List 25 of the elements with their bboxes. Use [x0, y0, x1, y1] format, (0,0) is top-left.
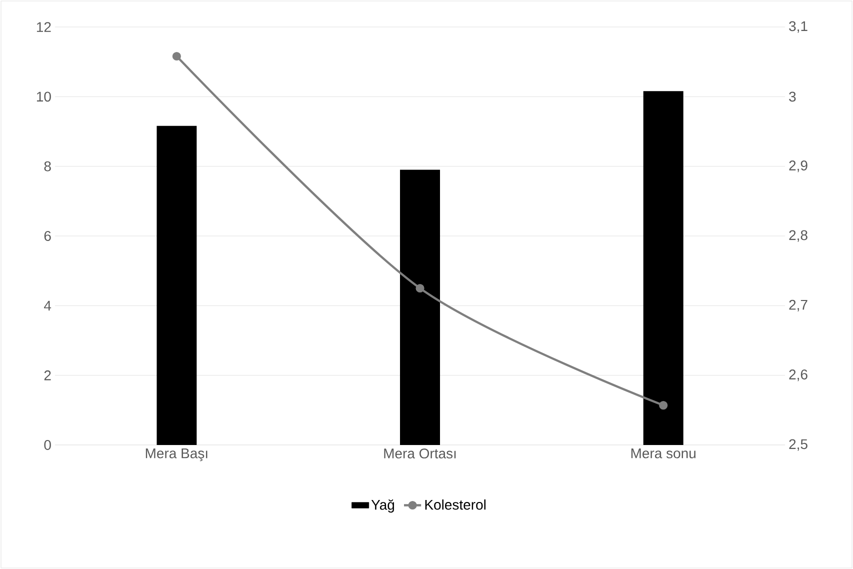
point	[172, 52, 181, 61]
y2-tick-label: 2,6	[789, 370, 808, 382]
y2-tick-label: 2,8	[789, 230, 808, 242]
y2-tick-label: 2,7	[789, 300, 808, 312]
point	[416, 284, 424, 293]
y-tick-label: 4	[44, 300, 52, 310]
y-tick-label: 2	[44, 370, 51, 380]
y-tick-label: 10	[36, 92, 51, 102]
legend-label: Yağ	[371, 499, 394, 513]
bar	[643, 91, 684, 445]
y2-tick-label: 3	[789, 92, 796, 102]
x-tick-label: Mera sonu	[631, 448, 696, 458]
bar	[400, 170, 440, 445]
y-tick-label: 8	[44, 161, 51, 172]
y-tick-label: 12	[36, 22, 51, 32]
legend-label: Kolesterol	[425, 499, 486, 510]
y2-tick-label: 3,1	[789, 21, 808, 33]
bar	[156, 126, 197, 445]
point	[659, 400, 668, 410]
y-tick-label: 6	[44, 231, 51, 241]
y2-tick-label: 2,5	[789, 439, 808, 451]
x-tick-label: Mera Ortası	[384, 448, 456, 458]
y2-tick-label: 2,9	[789, 160, 808, 172]
y-tick-label: 0	[44, 440, 51, 450]
x-tick-label: Mera Başı	[146, 448, 208, 462]
